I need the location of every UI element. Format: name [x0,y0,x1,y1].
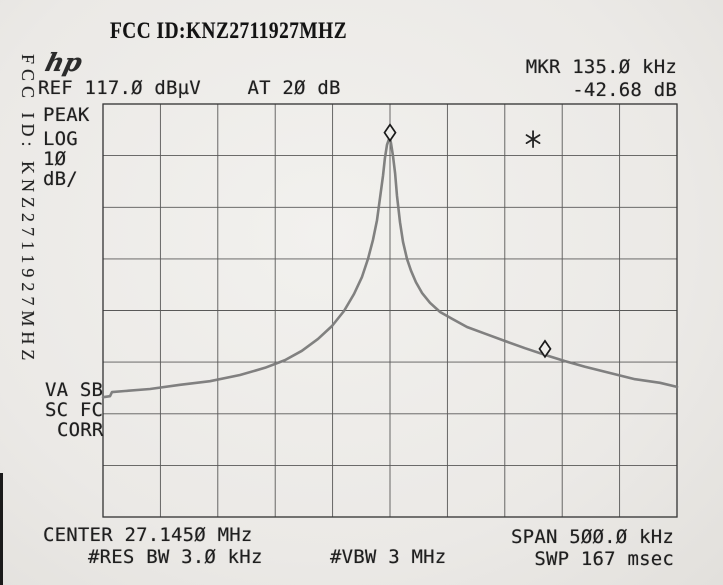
fcc-id-title: FCC ID:KNZ2711927MHZ [110,18,348,43]
graticule-frame [102,103,678,518]
center-frequency-readout: CENTER 27.145Ø MHz [43,524,253,546]
span-readout: SPAN 5ØØ.Ø kHz [511,526,674,548]
db-per-div-label: dB/ [43,168,78,190]
peak-marker-diamond-icon [383,123,397,143]
delta-marker-diamond-icon [538,339,552,359]
status-corr-label: CORR [57,419,104,441]
status-sc-fc-label: SC FC [45,399,104,421]
detector-peak-label: PEAK [43,104,90,126]
marker-amplitude-readout: -42.68 dB [572,79,677,101]
resolution-bandwidth-readout: #RES BW 3.Ø kHz [88,546,263,568]
graticule [102,103,678,518]
sweep-time-readout: SWP 167 msec [534,548,674,570]
ref-level-attenuation-readout: REF 117.Ø dBµV AT 2Ø dB [38,77,341,99]
marker-frequency-readout: MKR 135.Ø kHz [525,56,677,78]
scale-value-label: 1Ø [43,148,67,170]
scan-edge-artifact [0,473,3,585]
log-scale-label: LOG [43,128,78,150]
video-bandwidth-readout: #VBW 3 MHz [330,546,447,568]
asterisk-indicator-icon [525,130,541,149]
status-va-sb-label: VA SB [45,379,104,401]
